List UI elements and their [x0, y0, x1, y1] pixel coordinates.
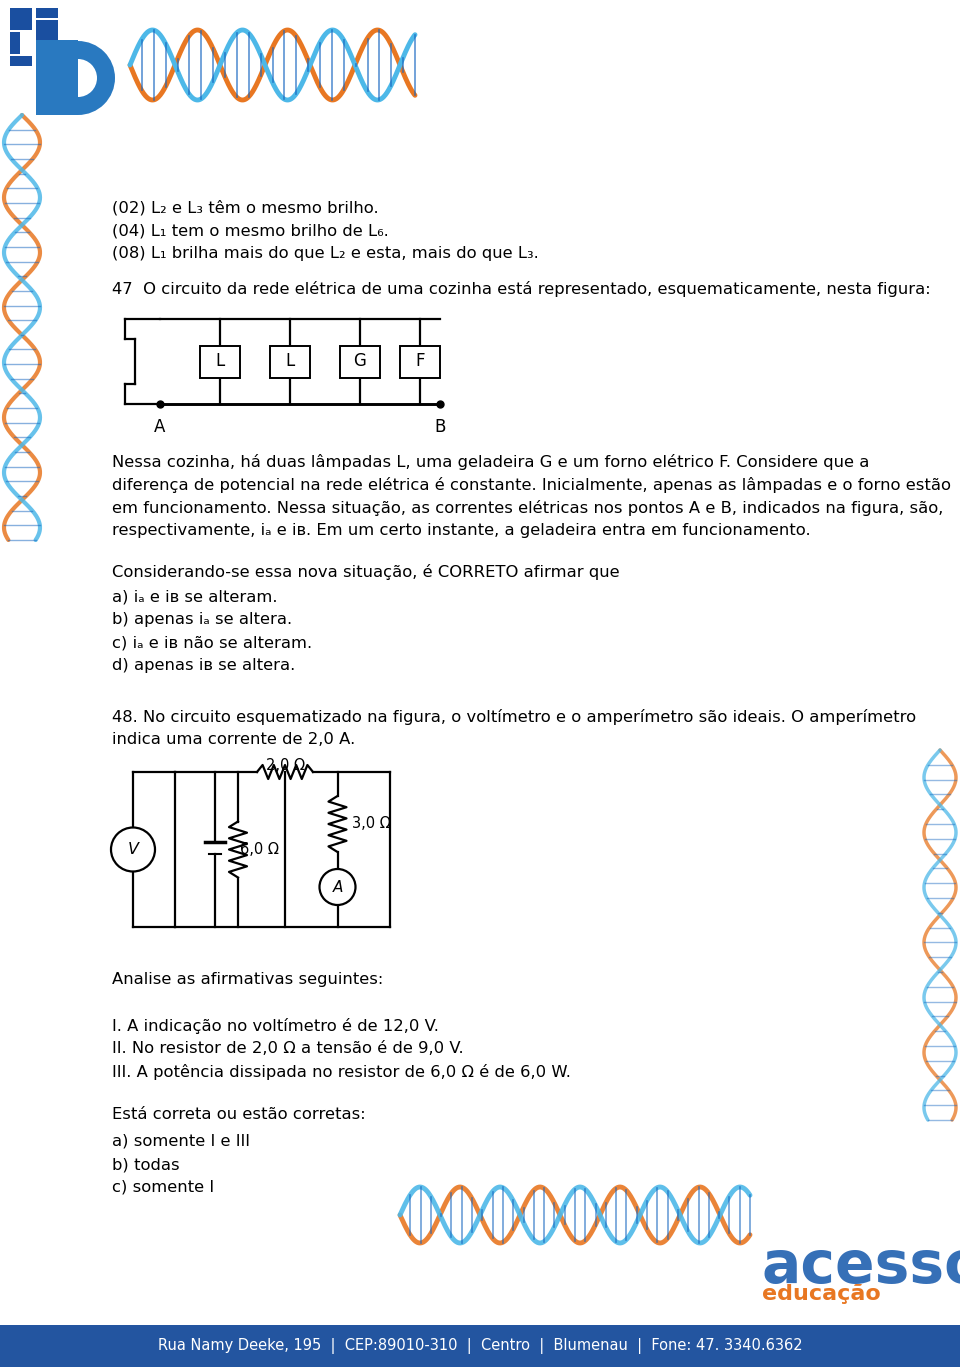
Text: (08) L₁ brilha mais do que L₂ e esta, mais do que L₃.: (08) L₁ brilha mais do que L₂ e esta, ma… [112, 246, 539, 261]
Text: B: B [434, 418, 445, 436]
Text: 47  O circuito da rede elétrica de uma cozinha está representado, esquematicamen: 47 O circuito da rede elétrica de uma co… [112, 282, 930, 297]
Bar [400, 346, 440, 377]
Bar [10, 31, 20, 55]
Text: respectivamente, iₐ e iʙ. Em um certo instante, a geladeira entra em funcionamen: respectivamente, iₐ e iʙ. Em um certo in… [112, 524, 810, 539]
Bar [0, 1325, 960, 1367]
Text: d) apenas iʙ se altera.: d) apenas iʙ se altera. [112, 658, 296, 673]
Bar [340, 346, 380, 377]
Text: 2,0 Ω: 2,0 Ω [266, 757, 304, 772]
Bar [10, 8, 32, 30]
Text: 3,0 Ω: 3,0 Ω [351, 816, 391, 831]
Text: (02) L₂ e L₃ têm o mesmo brilho.: (02) L₂ e L₃ têm o mesmo brilho. [112, 200, 378, 216]
Bar [36, 21, 58, 42]
Text: III. A potência dissipada no resistor de 6,0 Ω é de 6,0 W.: III. A potência dissipada no resistor de… [112, 1064, 571, 1080]
Bar [36, 8, 58, 18]
Text: F: F [416, 353, 424, 370]
Bar [270, 346, 310, 377]
Bar [200, 346, 240, 377]
Text: diferença de potencial na rede elétrica é constante. Inicialmente, apenas as lâm: diferença de potencial na rede elétrica … [112, 477, 951, 493]
Text: L: L [215, 353, 225, 370]
Text: em funcionamento. Nessa situação, as correntes elétricas nos pontos A e B, indic: em funcionamento. Nessa situação, as cor… [112, 500, 944, 515]
Bar [36, 40, 78, 115]
Text: b) todas: b) todas [112, 1156, 180, 1172]
Text: 6,0 Ω: 6,0 Ω [240, 842, 278, 857]
Text: V: V [128, 842, 138, 857]
Circle shape [320, 869, 355, 905]
Text: Rua Namy Deeke, 195  |  CEP:89010-310  |  Centro  |  Blumenau  |  Fone: 47. 3340: Rua Namy Deeke, 195 | CEP:89010-310 | Ce… [157, 1338, 803, 1353]
Text: 48. No circuito esquematizado na figura, o voltímetro e o amperímetro são ideais: 48. No circuito esquematizado na figura,… [112, 709, 916, 725]
Text: c) somente I: c) somente I [112, 1180, 214, 1195]
Text: II. No resistor de 2,0 Ω a tensão é de 9,0 V.: II. No resistor de 2,0 Ω a tensão é de 9… [112, 1042, 464, 1055]
Text: Está correta ou estão corretas:: Está correta ou estão corretas: [112, 1107, 366, 1122]
Text: Nessa cozinha, há duas lâmpadas L, uma geladeira G e um forno elétrico F. Consid: Nessa cozinha, há duas lâmpadas L, uma g… [112, 454, 870, 470]
Text: G: G [353, 353, 367, 370]
Text: a) iₐ e iʙ se alteram.: a) iₐ e iʙ se alteram. [112, 589, 277, 604]
Circle shape [111, 827, 155, 872]
Text: indica uma corrente de 2,0 A.: indica uma corrente de 2,0 A. [112, 731, 355, 746]
Text: I. A indicação no voltímetro é de 12,0 V.: I. A indicação no voltímetro é de 12,0 V… [112, 1018, 439, 1033]
Text: b) apenas iₐ se altera.: b) apenas iₐ se altera. [112, 612, 292, 627]
Text: L: L [285, 353, 295, 370]
Bar [10, 56, 32, 66]
Text: Considerando-se essa nova situação, é CORRETO afirmar que: Considerando-se essa nova situação, é CO… [112, 565, 619, 580]
Text: c) iₐ e iʙ não se alteram.: c) iₐ e iʙ não se alteram. [112, 636, 312, 649]
Text: a) somente I e III: a) somente I e III [112, 1135, 250, 1150]
Text: educação: educação [762, 1284, 880, 1304]
Text: A: A [155, 418, 166, 436]
Text: Analise as afirmativas seguintes:: Analise as afirmativas seguintes: [112, 972, 383, 987]
Text: (04) L₁ tem o mesmo brilho de L₆.: (04) L₁ tem o mesmo brilho de L₆. [112, 223, 389, 238]
Text: A: A [332, 879, 343, 894]
Wedge shape [78, 41, 115, 115]
Text: acesso: acesso [762, 1239, 960, 1295]
